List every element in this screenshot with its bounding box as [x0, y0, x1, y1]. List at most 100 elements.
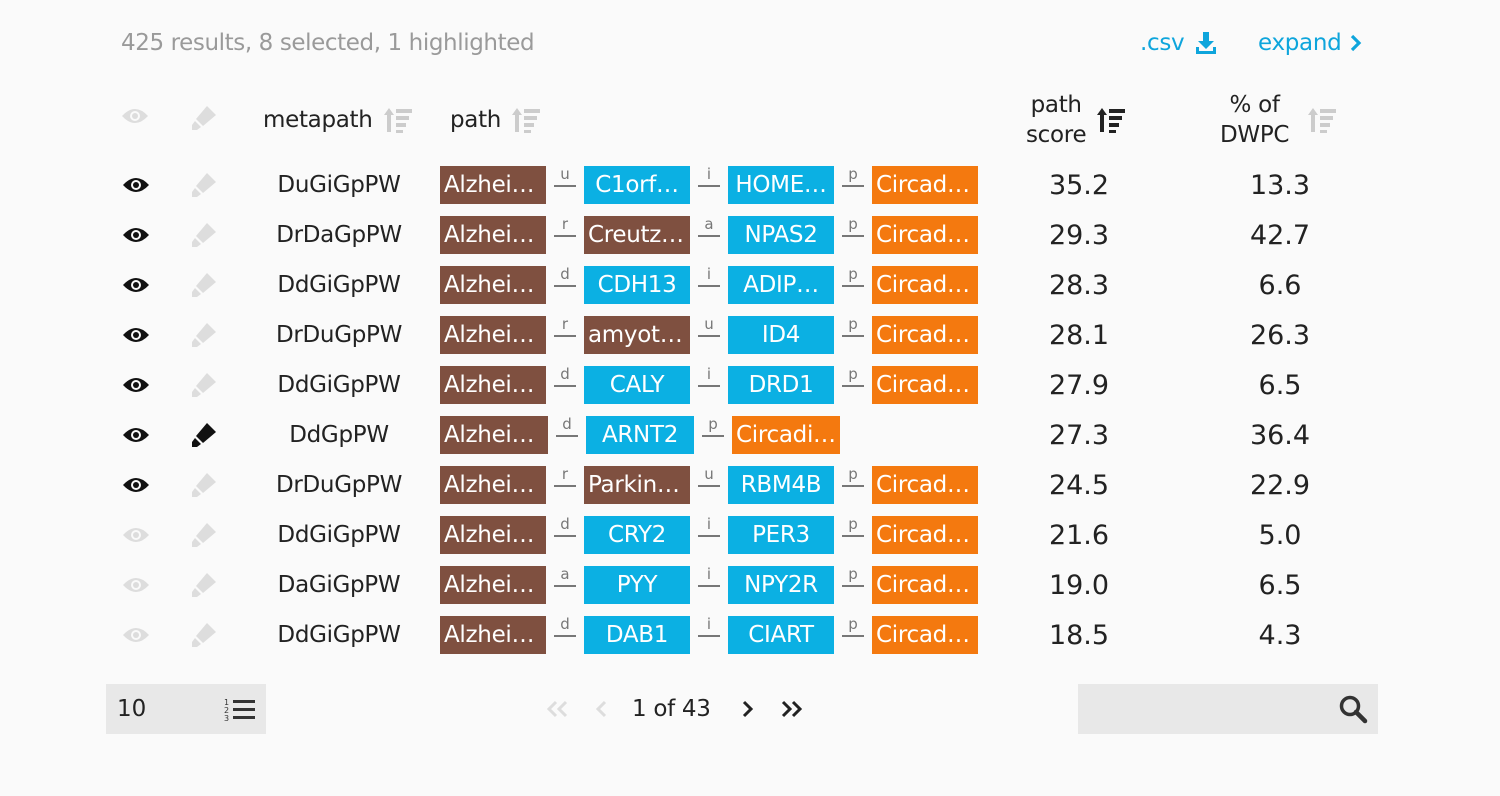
path-node-disease[interactable]: Alzhei…	[440, 416, 548, 454]
download-csv-button[interactable]: .csv	[1140, 30, 1218, 56]
path-node-gene[interactable]: CDH13	[584, 266, 690, 304]
expand-button[interactable]: expand	[1258, 30, 1363, 56]
rows-per-page-selector[interactable]: 10 1 2 3	[106, 684, 266, 734]
visibility-toggle[interactable]	[114, 315, 158, 355]
path-node-disease[interactable]: Alzhei…	[440, 166, 546, 204]
svg-text:1: 1	[224, 698, 229, 707]
path-node-gene[interactable]: CALY	[584, 366, 690, 404]
table-row[interactable]: DrDuGpPW Alzhei… r amyot… u ID4 p Circad……	[0, 315, 1500, 355]
path-score-cell: 27.3	[1048, 419, 1110, 451]
path-node-gene[interactable]: CRY2	[584, 516, 690, 554]
path-edge: d	[554, 365, 576, 405]
path-node-gene[interactable]: HOME…	[728, 166, 834, 204]
path-node-gene[interactable]: ARNT2	[586, 416, 694, 454]
highlight-toggle[interactable]	[182, 565, 226, 605]
visibility-toggle[interactable]	[114, 615, 158, 655]
path-node-disease[interactable]: Alzhei…	[440, 566, 546, 604]
path-node-gene[interactable]: DRD1	[728, 366, 834, 404]
path-node-gene[interactable]: CIART	[728, 616, 834, 654]
path-node-disease[interactable]: amyot…	[584, 316, 690, 354]
search-box	[1078, 684, 1378, 734]
path-node-gene[interactable]: C1orf…	[584, 166, 690, 204]
path-node-gene[interactable]: NPY2R	[728, 566, 834, 604]
highlight-toggle[interactable]	[182, 265, 226, 305]
path-node-gene[interactable]: PYY	[584, 566, 690, 604]
path-node-gene[interactable]: RBM4B	[728, 466, 834, 504]
path-node-disease[interactable]: Alzhei…	[440, 616, 546, 654]
visibility-toggle[interactable]	[114, 565, 158, 605]
edge-line	[554, 485, 576, 487]
path-node-gene[interactable]: ADIP…	[728, 266, 834, 304]
edge-line	[698, 485, 720, 487]
path-node-disease[interactable]: Alzhei…	[440, 466, 546, 504]
previous-page-button[interactable]	[580, 684, 624, 734]
table-row[interactable]: DdGiGpPW Alzhei… d DAB1 i CIART p Circad……	[0, 615, 1500, 655]
path-node-gene[interactable]: NPAS2	[728, 216, 834, 254]
table-row[interactable]: DdGiGpPW Alzhei… d CALY i DRD1 p Circad… 2…	[0, 365, 1500, 405]
next-page-button[interactable]	[725, 684, 769, 734]
sort-icon	[383, 108, 412, 133]
metapath-cell: DdGiGpPW	[277, 372, 401, 398]
highlight-toggle[interactable]	[182, 415, 226, 455]
path-node-disease[interactable]: Creutz…	[584, 216, 690, 254]
metapath-column-header[interactable]: metapath	[263, 106, 413, 134]
path-node-disease[interactable]: Alzhei…	[440, 366, 546, 404]
highlight-toggle[interactable]	[182, 615, 226, 655]
svg-text:2: 2	[224, 706, 229, 715]
table-row[interactable]: DdGiGpPW Alzhei… d CRY2 i PER3 p Circad… 2…	[0, 515, 1500, 555]
dwpc-column-header[interactable]: % of DWPC	[1220, 90, 1337, 150]
highlight-column-header[interactable]	[190, 104, 218, 132]
path-node-disease[interactable]: Alzhei…	[440, 216, 546, 254]
path-node-pathway[interactable]: Circad…	[872, 166, 978, 204]
table-row[interactable]: DrDaGpPW Alzhei… r Creutz… a NPAS2 p Circ…	[0, 215, 1500, 255]
path-node-pathway[interactable]: Circadi…	[732, 416, 840, 454]
path-node-pathway[interactable]: Circad…	[872, 216, 978, 254]
highlight-toggle[interactable]	[182, 165, 226, 205]
path-score-column-header[interactable]: path score	[1026, 90, 1126, 150]
search-input[interactable]	[1078, 684, 1328, 734]
last-page-button[interactable]	[769, 684, 813, 734]
table-row[interactable]: DuGiGpPW Alzhei… u C1orf… i HOME… p Circa…	[0, 165, 1500, 205]
visibility-toggle[interactable]	[114, 415, 158, 455]
visibility-toggle[interactable]	[114, 165, 158, 205]
visibility-toggle[interactable]	[114, 215, 158, 255]
highlight-toggle[interactable]	[182, 215, 226, 255]
highlighter-icon	[192, 106, 216, 130]
path-node-pathway[interactable]: Circad…	[872, 616, 978, 654]
first-page-button[interactable]	[536, 684, 580, 734]
table-row[interactable]: DrDuGpPW Alzhei… r Parkin… u RBM4B p Circ…	[0, 465, 1500, 505]
path-node-pathway[interactable]: Circad…	[872, 566, 978, 604]
path-node-gene[interactable]: PER3	[728, 516, 834, 554]
path-node-disease[interactable]: Alzhei…	[440, 516, 546, 554]
path-node-disease[interactable]: Parkin…	[584, 466, 690, 504]
highlight-toggle[interactable]	[182, 515, 226, 555]
visibility-toggle[interactable]	[114, 465, 158, 505]
path-node-pathway[interactable]: Circad…	[872, 316, 978, 354]
path-column-header[interactable]: path	[450, 106, 541, 134]
visibility-toggle[interactable]	[114, 265, 158, 305]
search-icon[interactable]	[1338, 694, 1368, 724]
highlight-toggle[interactable]	[182, 465, 226, 505]
path-node-pathway[interactable]: Circad…	[872, 466, 978, 504]
visibility-toggle[interactable]	[114, 515, 158, 555]
path-node-disease[interactable]: Alzhei…	[440, 266, 546, 304]
dwpc-header-line2: DWPC	[1220, 122, 1290, 148]
path-node-pathway[interactable]: Circad…	[872, 366, 978, 404]
dwpc-percent-cell: 42.7	[1249, 219, 1311, 251]
path-score-cell: 29.3	[1048, 219, 1110, 251]
path-node-disease[interactable]: Alzhei…	[440, 316, 546, 354]
edge-label: p	[848, 615, 858, 633]
table-row[interactable]: DaGiGpPW Alzhei… a PYY i NPY2R p Circad… 1…	[0, 565, 1500, 605]
highlight-toggle[interactable]	[182, 315, 226, 355]
path-node-gene[interactable]: DAB1	[584, 616, 690, 654]
table-row[interactable]: DdGpPW Alzhei… d ARNT2 p Circadi… 27.3 36.4	[0, 415, 1500, 455]
path-node-pathway[interactable]: Circad…	[872, 516, 978, 554]
table-row[interactable]: DdGiGpPW Alzhei… d CDH13 i ADIP… p Circad…	[0, 265, 1500, 305]
edge-label: a	[704, 215, 714, 233]
highlight-toggle[interactable]	[182, 365, 226, 405]
visible-column-header[interactable]	[121, 106, 149, 126]
path-node-pathway[interactable]: Circad…	[872, 266, 978, 304]
visibility-toggle[interactable]	[114, 365, 158, 405]
path-edge: i	[698, 365, 720, 405]
path-node-gene[interactable]: ID4	[728, 316, 834, 354]
